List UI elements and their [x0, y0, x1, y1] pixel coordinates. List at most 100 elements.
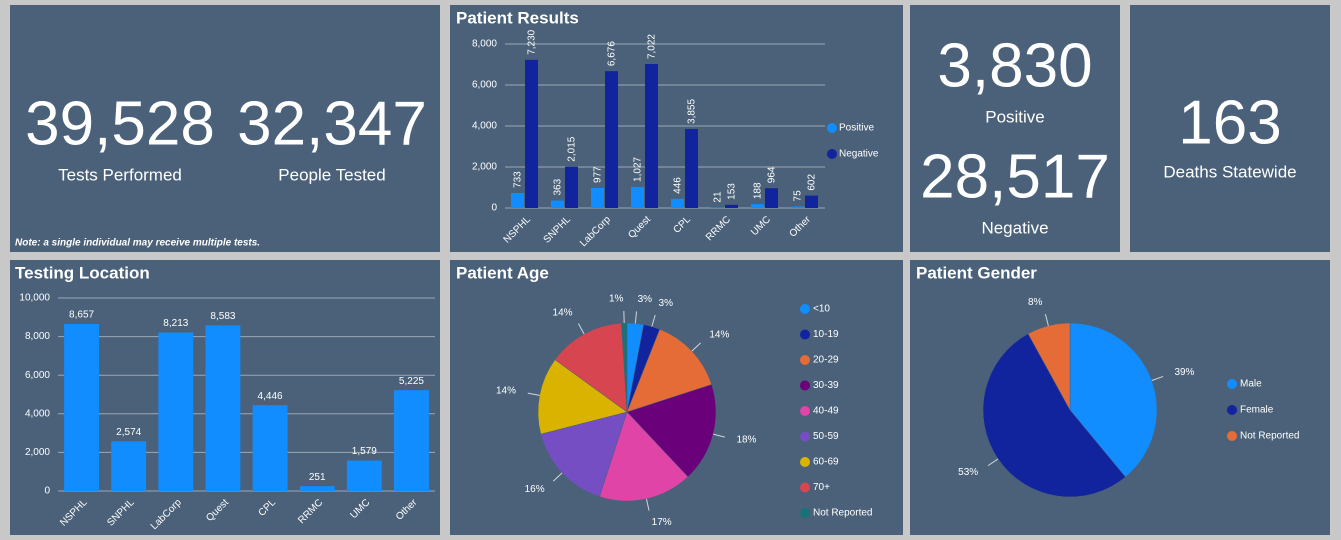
data-label: 153: [727, 183, 738, 200]
bar: [111, 441, 147, 491]
data-label: 6,676: [607, 41, 618, 66]
data-label: 14%: [553, 308, 573, 319]
data-label: 17%: [652, 517, 672, 528]
legend-marker: [1227, 431, 1237, 441]
bar: [631, 186, 644, 208]
leader-line: [691, 342, 701, 352]
y-tick-label: 10,000: [19, 293, 50, 304]
legend-marker: [800, 380, 810, 391]
y-tick-label: 2,000: [472, 162, 497, 173]
legend-label: Male: [1240, 379, 1262, 390]
bar: [685, 128, 698, 208]
legend-label: 60-69: [813, 457, 839, 468]
data-label: 7,022: [647, 34, 658, 59]
y-tick-label: 6,000: [25, 370, 50, 381]
legend-label: 40-49: [813, 406, 839, 417]
data-label: 53%: [958, 467, 978, 478]
data-label: 39%: [1174, 367, 1194, 378]
bar: [525, 59, 538, 208]
legend-marker: [800, 406, 810, 416]
data-label: 18%: [736, 435, 756, 446]
data-label: 1,027: [633, 156, 644, 181]
bar: [64, 323, 99, 491]
legend-label: Not Reported: [813, 508, 872, 519]
bar: [765, 188, 778, 208]
y-tick-label: 6,000: [472, 80, 497, 91]
chart-title: Testing Location: [15, 263, 150, 282]
bar: [725, 204, 738, 208]
leader-line: [634, 311, 638, 324]
data-label: 3%: [659, 298, 674, 309]
legend-marker: [800, 431, 810, 442]
data-label: 8,657: [69, 310, 94, 321]
y-tick-label: 4,000: [25, 408, 50, 419]
bar: [205, 325, 241, 491]
leader-line: [713, 433, 725, 438]
bar: [394, 390, 429, 491]
legend-marker: [827, 149, 837, 159]
kpi-value: 39,528: [25, 89, 215, 158]
kpi-label: Negative: [981, 218, 1048, 237]
data-label: 3%: [638, 294, 653, 305]
data-label: 8,213: [163, 318, 188, 329]
kpi-label: Positive: [985, 107, 1045, 126]
bar: [252, 405, 288, 491]
data-label: 8,583: [210, 311, 235, 322]
panel: [910, 5, 1120, 252]
bar: [671, 198, 684, 208]
legend-label: Negative: [839, 149, 879, 160]
bar: [645, 64, 658, 208]
bar: [605, 71, 618, 208]
leader-line: [553, 472, 563, 482]
leader-line: [987, 458, 999, 467]
legend-label: Not Reported: [1240, 431, 1299, 442]
legend-marker: [827, 123, 837, 133]
legend-marker: [1227, 379, 1237, 389]
data-label: 7,230: [527, 29, 538, 54]
kpi-value: 3,830: [937, 31, 1092, 100]
data-label: 363: [553, 178, 564, 195]
bar: [158, 332, 194, 491]
y-tick-label: 8,000: [472, 39, 497, 50]
y-tick-label: 4,000: [472, 121, 497, 132]
bar: [551, 200, 564, 208]
panel: [1130, 5, 1330, 252]
legend-marker: [800, 304, 810, 314]
kpi-label: People Tested: [278, 165, 385, 184]
legend-marker: [800, 355, 810, 365]
panel: [10, 5, 440, 252]
data-label: 2,015: [567, 136, 578, 161]
pie-slice: [982, 333, 1126, 498]
legend-label: 10-19: [813, 329, 839, 340]
bar: [565, 166, 578, 208]
bar: [591, 187, 604, 208]
legend-label: 20-29: [813, 355, 839, 366]
bar: [805, 195, 818, 208]
data-label: 1,579: [352, 446, 377, 457]
data-label: 8%: [1028, 297, 1043, 308]
legend-marker: [800, 457, 810, 467]
leader-line: [1044, 313, 1049, 326]
note: Note: a single individual may receive mu…: [15, 238, 260, 249]
data-label: 4,446: [258, 391, 283, 402]
data-label: 5,225: [399, 376, 424, 387]
data-label: 602: [807, 174, 818, 191]
pie-slice: [626, 384, 717, 478]
pie-slice: [599, 411, 689, 502]
bar: [751, 204, 764, 208]
legend-marker: [800, 482, 810, 493]
legend-label: <10: [813, 304, 830, 315]
pie-slice: [621, 322, 628, 413]
legend-marker: [800, 508, 810, 518]
data-label: 188: [753, 182, 764, 199]
legend-marker: [1227, 405, 1237, 415]
kpi-value: 32,347: [237, 89, 427, 158]
legend-label: Female: [1240, 405, 1274, 416]
legend-label: 70+: [813, 482, 830, 493]
data-label: 3,855: [687, 99, 698, 124]
y-tick-label: 0: [44, 486, 50, 497]
legend-label: 50-59: [813, 431, 839, 442]
leader-line: [645, 498, 650, 511]
chart-title: Patient Results: [456, 8, 579, 27]
